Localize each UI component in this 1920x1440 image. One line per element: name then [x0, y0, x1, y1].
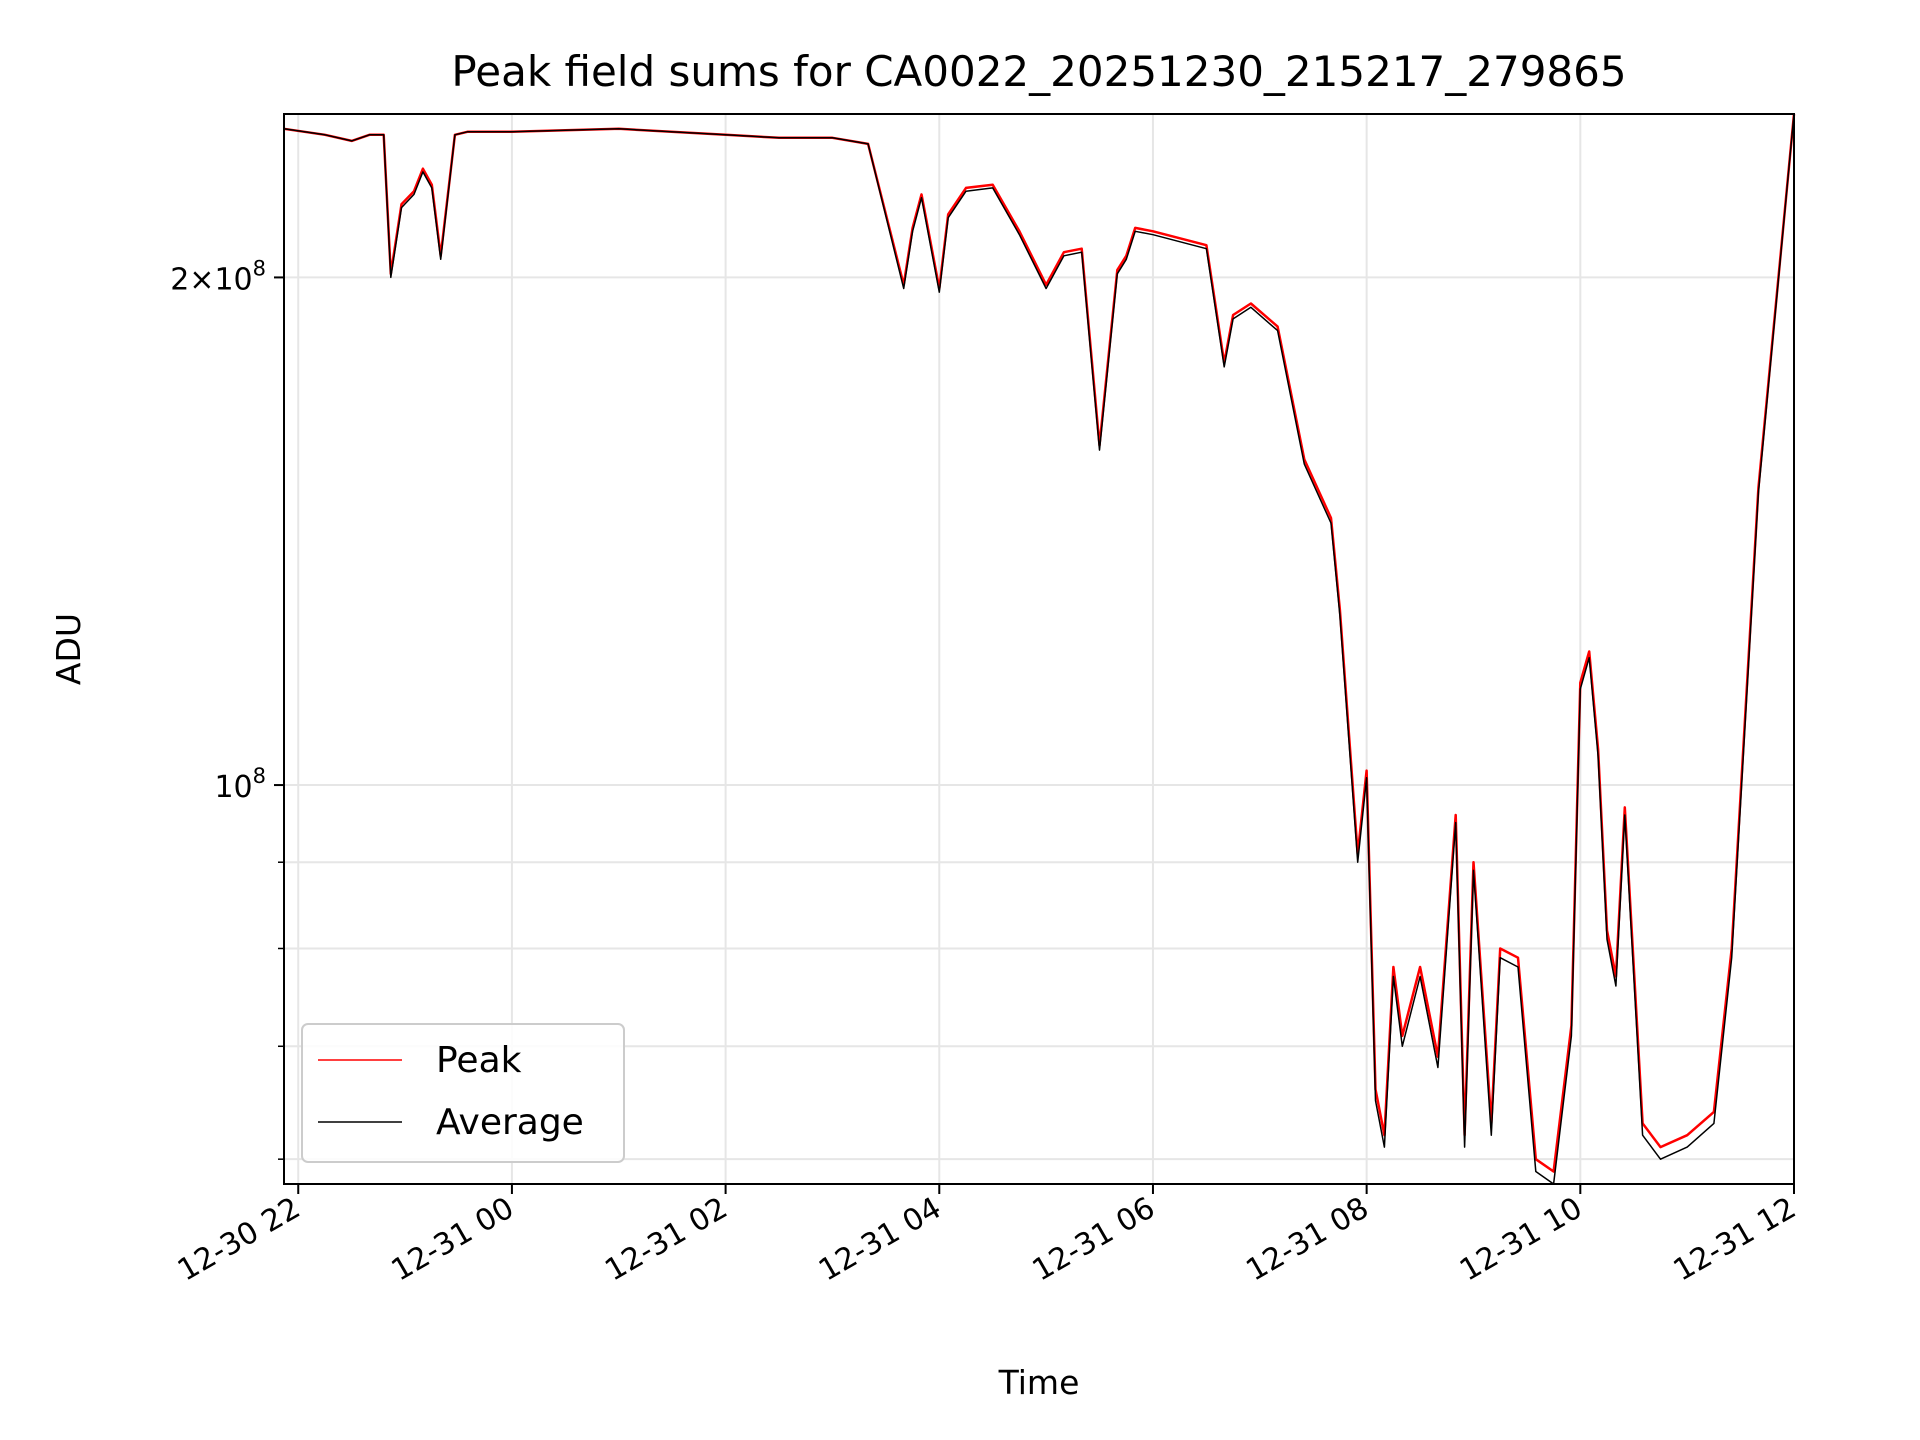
series-lines — [283, 113, 1796, 1185]
y-axis-title: ADU — [49, 613, 88, 685]
legend: Peak Average — [301, 1023, 625, 1163]
y-axis-ticks: 2×108 108 — [170, 256, 284, 1160]
series-line-average — [283, 113, 1795, 1185]
legend-box — [301, 1023, 625, 1163]
legend-label-peak: Peak — [436, 1040, 522, 1081]
chart-title: Peak field sums for CA0022_20251230_2152… — [451, 47, 1626, 96]
x-axis-title: Time — [998, 1363, 1080, 1402]
legend-label-average: Average — [436, 1102, 584, 1143]
y-tick-label: 2×108 — [170, 256, 266, 297]
y-tick-label: 108 — [214, 764, 266, 805]
plot-frame — [283, 113, 1795, 1185]
